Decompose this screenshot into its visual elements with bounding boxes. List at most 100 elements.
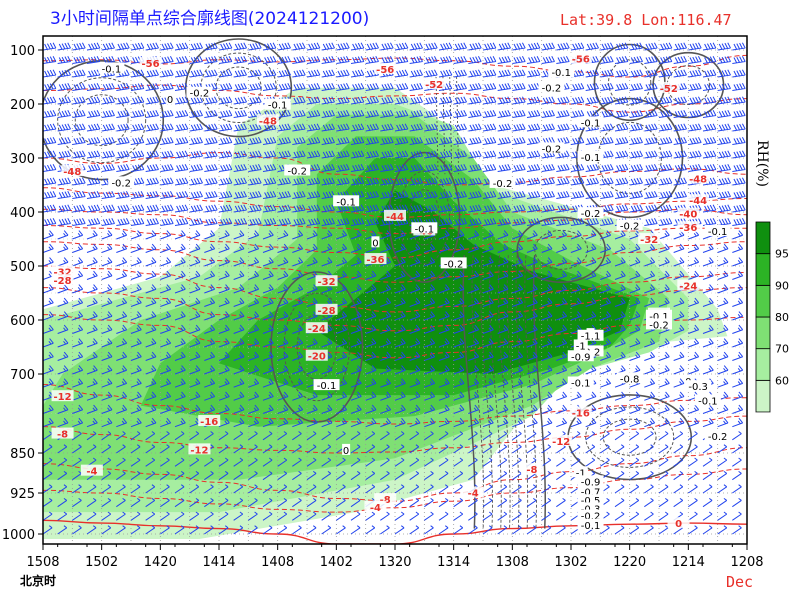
- wind-barb: [160, 150, 174, 159]
- wind-barb: [306, 338, 318, 348]
- wind-barb: [453, 230, 465, 240]
- wind-barb: [746, 211, 747, 212]
- wind-barb: [570, 177, 585, 186]
- wind-barb: [438, 96, 453, 105]
- wind-barb: [350, 404, 362, 414]
- wind-barb: [380, 297, 392, 307]
- wind-barb: [732, 150, 746, 159]
- wind-barb: [673, 497, 684, 508]
- wind-barb: [468, 56, 482, 64]
- isotherm-label-bg: [569, 406, 592, 418]
- wind-barb: [658, 137, 673, 145]
- wind-barb: [160, 164, 174, 172]
- wind-barb: [717, 218, 731, 226]
- wind-barb: [350, 284, 362, 294]
- isotherm-label: -32: [318, 277, 336, 288]
- wind-barb: [556, 204, 570, 213]
- wind-barb: [277, 525, 288, 535]
- wind-barb: [174, 404, 186, 414]
- wind-barb: [233, 257, 245, 267]
- wind-barb: [277, 230, 289, 240]
- wind-barb: [453, 42, 467, 51]
- y-tick-label: 925: [10, 487, 35, 502]
- isotherm-label-bg: [550, 434, 573, 446]
- wind-barb: [526, 378, 538, 388]
- wind-barb: [43, 365, 54, 375]
- wind-barb: [482, 470, 493, 481]
- wind-barb: [43, 191, 57, 199]
- wind-barb: [424, 365, 436, 375]
- wind-barb: [233, 83, 247, 91]
- wind-barb: [292, 257, 304, 267]
- wind-barb: [585, 311, 597, 321]
- wind-barb: [380, 83, 394, 91]
- wind-barb: [556, 96, 570, 105]
- wind-barb: [497, 378, 509, 388]
- wind-barb: [160, 123, 174, 132]
- colorbar-tick-label: 90: [775, 279, 789, 292]
- wind-barb: [72, 177, 86, 186]
- isotherm--20: [43, 314, 747, 359]
- wind-barb: [702, 137, 717, 145]
- wind-barb: [732, 324, 744, 334]
- vv-label-bg: [108, 176, 135, 188]
- wind-barb: [453, 83, 467, 91]
- wind-barb: [321, 164, 335, 172]
- wind-barb: [746, 506, 747, 507]
- wind-barb: [688, 69, 702, 78]
- wind-barb: [86, 257, 98, 267]
- wind-barb: [233, 164, 247, 172]
- wind-barb: [409, 457, 420, 467]
- wind-barb: [321, 365, 333, 375]
- vv-label-bg: [264, 98, 291, 110]
- wind-barb: [438, 56, 453, 64]
- wind-barb: [556, 284, 568, 294]
- wind-barb: [86, 484, 97, 494]
- wind-barb: [86, 525, 97, 535]
- wind-barb: [248, 150, 262, 159]
- isotherm-label-bg: [687, 172, 710, 184]
- wind-barb: [233, 191, 247, 199]
- wind-barb: [86, 417, 98, 428]
- wind-barb: [101, 96, 115, 105]
- vv-label: -0.1: [581, 153, 601, 164]
- wind-barb: [160, 284, 172, 294]
- vv-label: -0.2: [287, 167, 307, 178]
- wind-barb: [86, 243, 98, 253]
- isotherm-label: -32: [640, 235, 658, 246]
- wind-barb: [43, 56, 57, 64]
- isotherm-label: -4: [86, 467, 97, 478]
- wind-barb: [424, 150, 438, 159]
- omega-ascent-line: [497, 255, 511, 529]
- wind-barb: [570, 137, 585, 145]
- wind-barb: [644, 297, 656, 307]
- wind-barb: [673, 351, 685, 361]
- wind-barb: [732, 257, 744, 267]
- wind-barb: [365, 525, 376, 535]
- vv-label: -0.2: [581, 209, 601, 220]
- isotherm-label-bg: [315, 303, 338, 315]
- wind-barb: [189, 69, 203, 78]
- wind-barb: [145, 365, 157, 375]
- wind-barb: [438, 230, 450, 240]
- wind-barb: [306, 150, 321, 159]
- wind-barb: [526, 110, 541, 118]
- wind-barb: [86, 404, 98, 414]
- wind-barb: [174, 457, 185, 467]
- wind-barb: [262, 444, 273, 454]
- wind-barb: [732, 177, 746, 186]
- vv-label: -1: [576, 468, 586, 479]
- wind-barb: [658, 56, 673, 64]
- vv-label: -0.1: [268, 101, 288, 112]
- wind-barb: [336, 284, 348, 294]
- wind-barb: [614, 243, 626, 253]
- wind-barb: [673, 164, 687, 172]
- isotherm-label-bg: [198, 414, 221, 426]
- wind-barb: [233, 230, 245, 240]
- wind-barb: [717, 417, 729, 428]
- wind-barb: [541, 311, 553, 321]
- wind-barb: [409, 511, 420, 521]
- wind-barb: [438, 431, 449, 441]
- wind-barb: [336, 431, 346, 441]
- wind-barb: [130, 338, 142, 348]
